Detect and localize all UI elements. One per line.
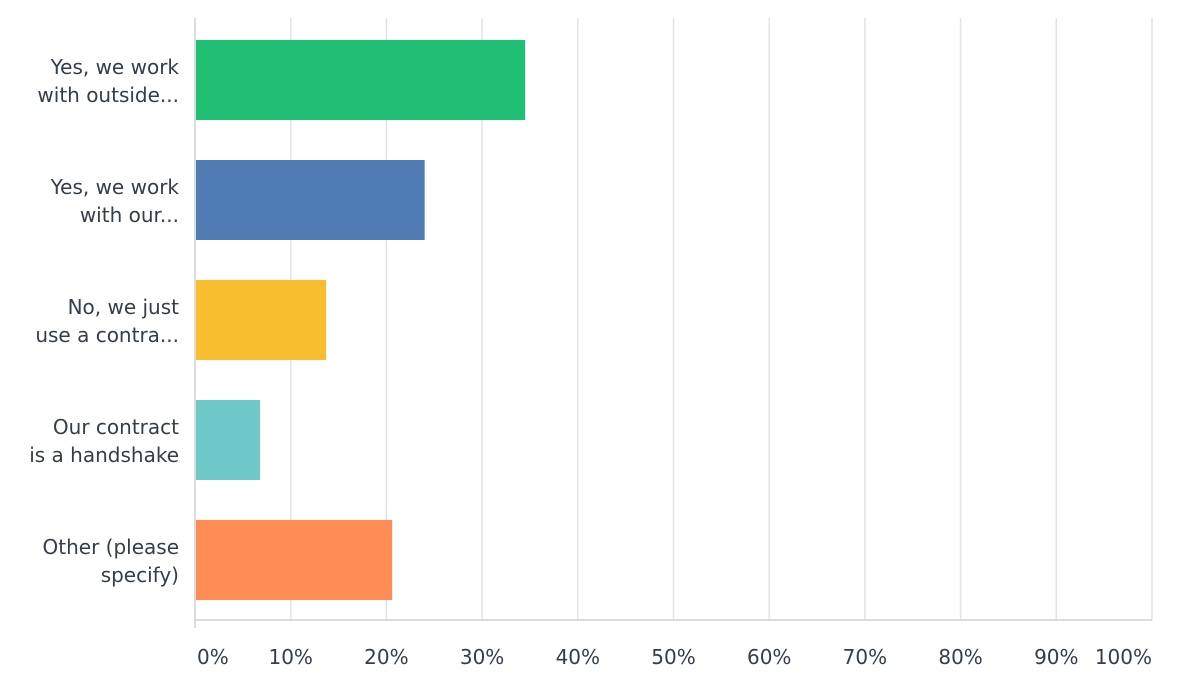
tick-label-90: 90% bbox=[1034, 645, 1078, 669]
tick-label-0: 0% bbox=[197, 645, 229, 669]
bar-4 bbox=[196, 520, 393, 600]
category-label-3-line-1: is a handshake bbox=[29, 443, 179, 467]
category-label-3: Our contract is a handshake bbox=[29, 415, 179, 467]
bar-0 bbox=[196, 40, 526, 120]
tick-label-60: 60% bbox=[747, 645, 791, 669]
tick-label-50: 50% bbox=[651, 645, 695, 669]
category-label-0-line-0: Yes, we work bbox=[50, 55, 180, 79]
category-label-3-line-0: Our contract bbox=[53, 415, 179, 439]
tick-label-100: 100% bbox=[1095, 645, 1152, 669]
category-label-2-line-0: No, we just bbox=[68, 295, 180, 319]
tick-label-30: 30% bbox=[460, 645, 504, 669]
category-labels: Yes, we work with outside... Yes, we work w… bbox=[29, 55, 179, 587]
tick-label-10: 10% bbox=[268, 645, 312, 669]
tick-label-80: 80% bbox=[938, 645, 982, 669]
category-label-2-line-1: use a contra... bbox=[35, 323, 179, 347]
axes bbox=[194, 18, 1152, 628]
category-label-4-line-1: specify) bbox=[101, 563, 179, 587]
category-label-4: Other (please specify) bbox=[43, 535, 179, 587]
category-label-0-line-1: with outside... bbox=[37, 83, 179, 107]
bars bbox=[196, 40, 526, 600]
category-label-0: Yes, we work with outside... bbox=[37, 55, 179, 107]
tick-label-20: 20% bbox=[364, 645, 408, 669]
bar-1 bbox=[196, 160, 425, 240]
tick-label-70: 70% bbox=[843, 645, 887, 669]
tick-label-40: 40% bbox=[556, 645, 600, 669]
category-label-1-line-0: Yes, we work bbox=[50, 175, 180, 199]
bar-2 bbox=[196, 280, 327, 360]
tick-labels: 0% 10% 20% 30% 40% 50% 60% 70% 80% 90% 100% bbox=[197, 645, 1152, 669]
category-label-4-line-0: Other (please bbox=[43, 535, 179, 559]
category-label-1-line-1: with our... bbox=[80, 203, 179, 227]
category-label-1: Yes, we work with our... bbox=[50, 175, 180, 227]
category-label-2: No, we just use a contra... bbox=[35, 295, 179, 347]
bar-3 bbox=[196, 400, 261, 480]
